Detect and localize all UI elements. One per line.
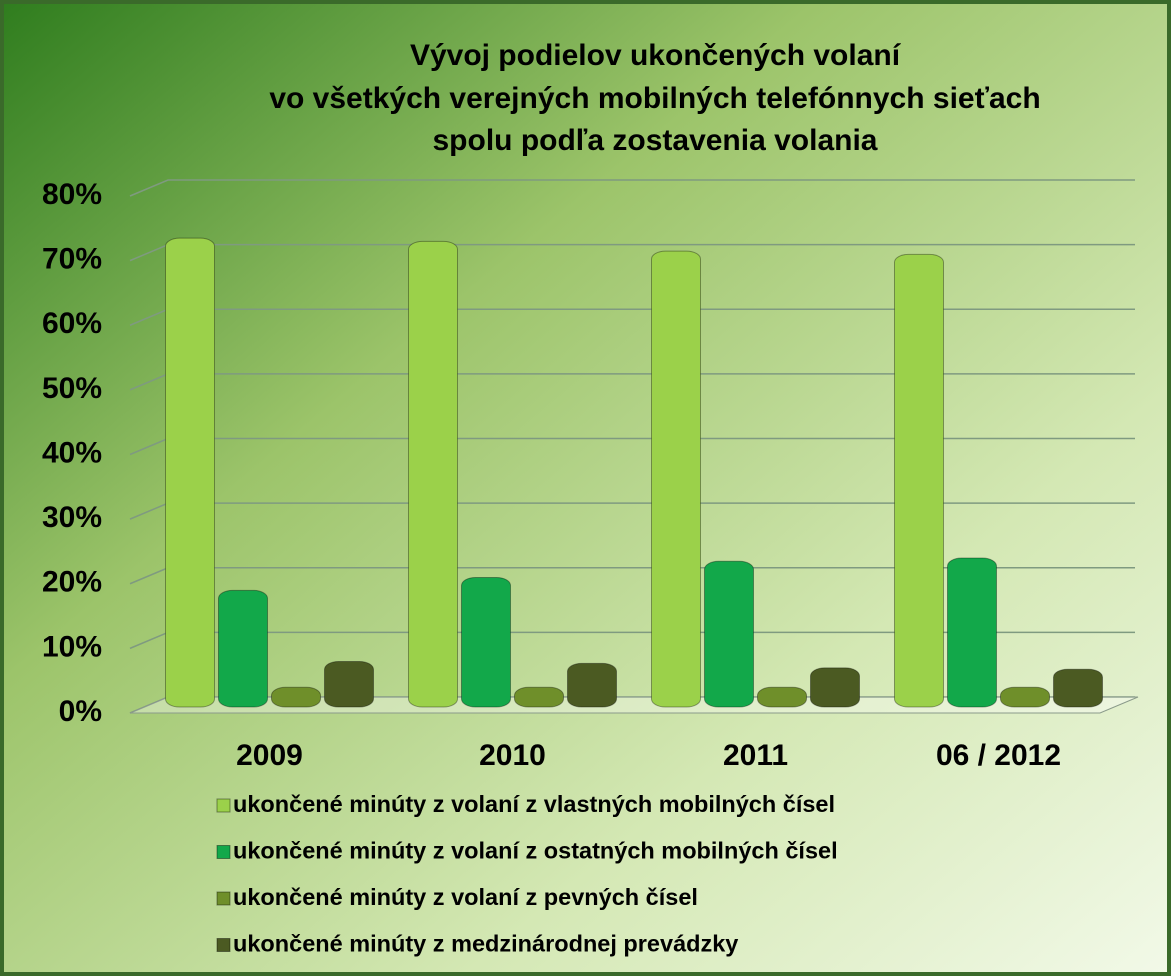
legend-swatch — [216, 798, 231, 813]
grid-line — [129, 179, 1135, 197]
bar — [271, 686, 321, 708]
x-tick-label: 06 / 2012 — [936, 739, 1061, 772]
bar — [324, 660, 374, 708]
bar — [651, 250, 701, 708]
bar — [704, 560, 754, 708]
bar — [461, 576, 511, 708]
x-tick-label: 2010 — [479, 739, 546, 772]
legend-label: ukončené minúty z medzinárodnej prevádzk… — [233, 931, 738, 957]
bar — [514, 686, 564, 708]
bar — [567, 662, 617, 708]
y-tick-label: 60% — [42, 307, 102, 340]
y-tick-label: 70% — [42, 243, 102, 276]
bar — [1000, 686, 1050, 708]
bar — [1053, 668, 1103, 708]
legend-swatch — [216, 845, 231, 859]
bar — [894, 253, 944, 708]
y-tick-label: 20% — [42, 566, 102, 599]
x-tick-label: 2011 — [723, 739, 788, 772]
y-tick-label: 10% — [42, 630, 102, 663]
bar — [165, 237, 215, 708]
bar — [810, 667, 860, 708]
legend-label: ukončené minúty z volaní z vlastných mob… — [233, 791, 835, 817]
chart-title: spolu podľa zostavenia volania — [433, 124, 878, 157]
floor — [129, 696, 1139, 714]
chart-title: vo všetkých verejných mobilných telefónn… — [269, 82, 1040, 115]
bar — [947, 557, 997, 708]
bar — [757, 686, 807, 708]
chart-title: Vývoj podielov ukončených volaní — [410, 39, 902, 72]
legend-label: ukončené minúty z volaní z pevných čísel — [233, 884, 698, 910]
y-tick-label: 50% — [42, 372, 102, 405]
y-tick-label: 80% — [42, 178, 102, 211]
legend-label: ukončené minúty z volaní z ostatných mob… — [233, 838, 838, 864]
x-tick-label: 2009 — [236, 739, 303, 772]
bar — [218, 589, 268, 708]
y-tick-label: 40% — [42, 436, 102, 469]
y-tick-label: 0% — [59, 695, 102, 728]
legend-swatch — [216, 938, 231, 952]
legend-swatch — [216, 891, 231, 906]
y-tick-label: 30% — [42, 501, 102, 534]
bar — [408, 240, 458, 708]
